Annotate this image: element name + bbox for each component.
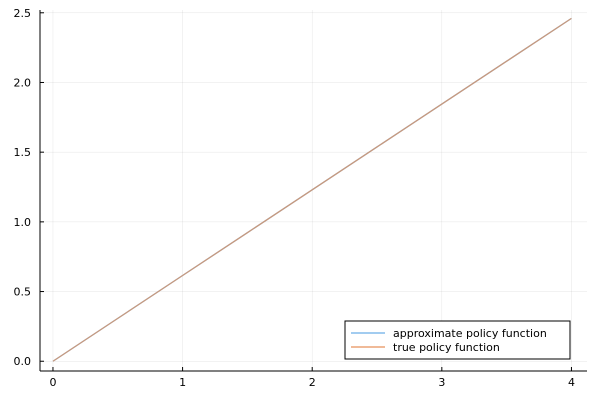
x-tick-label: 2	[309, 376, 316, 389]
x-tick-label: 0	[49, 376, 56, 389]
x-tick-label: 4	[568, 376, 575, 389]
series-lines	[52, 17, 572, 362]
y-tick-label: 1.0	[14, 216, 32, 229]
legend-label: approximate policy function	[393, 327, 547, 340]
x-tick-label: 3	[438, 376, 445, 389]
y-tick-label: 2.5	[14, 7, 32, 20]
series-line-2	[52, 17, 572, 362]
grid	[40, 10, 587, 371]
x-tick-label: 1	[179, 376, 186, 389]
axes: 0 1 2 3 4 0.0 0.5 1.0 1.5 2.0 2.5	[14, 7, 587, 389]
y-tick-label: 1.5	[14, 146, 32, 159]
y-tick-label: 0.0	[14, 355, 32, 368]
y-tick-label: 0.5	[14, 286, 32, 299]
legend-label: true policy function	[393, 341, 500, 354]
legend-box	[344, 320, 571, 360]
y-tick-label: 2.0	[14, 76, 32, 89]
